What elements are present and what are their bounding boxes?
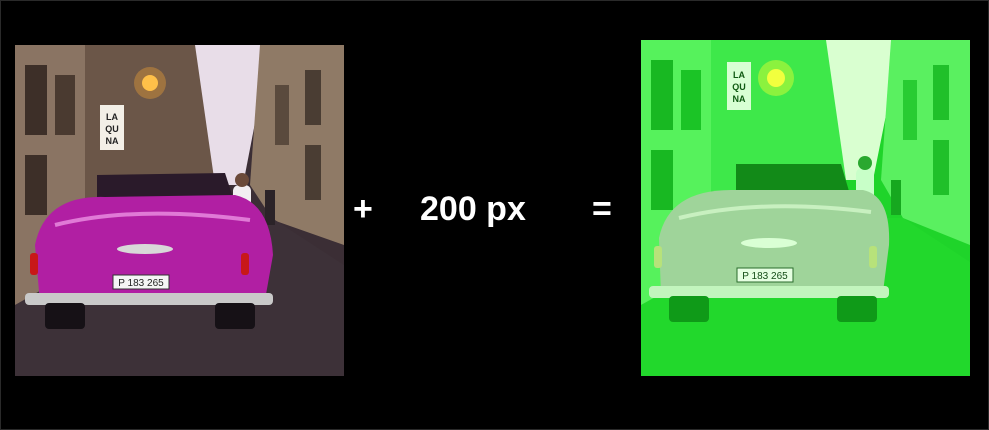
license-plate: P 183 265 bbox=[742, 271, 788, 282]
sign-line-3: NA bbox=[733, 94, 746, 104]
street-car-illustration-tinted: LA QU NA P 183 265 bbox=[641, 40, 970, 376]
sign-line-2: QU bbox=[732, 82, 746, 92]
result-photo: LA QU NA P 183 265 bbox=[641, 40, 970, 376]
sign-line-1: LA bbox=[733, 70, 745, 80]
plus-operator: + bbox=[353, 190, 373, 228]
equals-operator: = bbox=[592, 190, 612, 228]
sign-line-2: QU bbox=[105, 124, 119, 134]
shop-sign: LA QU NA bbox=[105, 112, 119, 146]
pink-car: P 183 265 bbox=[25, 173, 273, 329]
street-lamp bbox=[767, 69, 785, 87]
shift-amount-label: 200 px bbox=[420, 190, 526, 228]
shop-sign-tinted: LA QU NA bbox=[732, 70, 746, 104]
license-plate: P 183 265 bbox=[118, 278, 164, 289]
sign-line-3: NA bbox=[106, 136, 119, 146]
car-tinted: P 183 265 bbox=[649, 164, 890, 322]
street-car-illustration: LA QU NA P 183 265 bbox=[15, 45, 344, 376]
original-photo: LA QU NA P 183 265 bbox=[15, 45, 344, 376]
street-lamp bbox=[142, 75, 158, 91]
sign-line-1: LA bbox=[106, 112, 118, 122]
